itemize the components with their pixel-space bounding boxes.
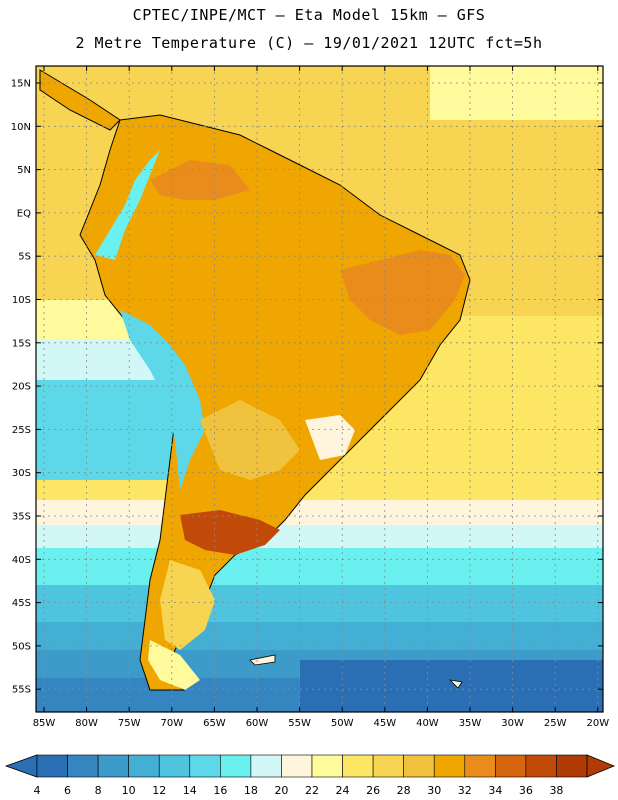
lat-label: 5S [18, 252, 31, 263]
colorbar-label: 18 [243, 784, 258, 797]
colorbar-label: 30 [427, 784, 442, 797]
colorbar-swatch [342, 754, 374, 778]
colorbar-swatch [495, 754, 527, 778]
colorbar-swatch [372, 754, 404, 778]
lat-label: 35S [12, 512, 31, 523]
lat-label: 20S [12, 382, 31, 393]
lon-label: 35W [459, 718, 482, 729]
lat-label: 45S [12, 598, 31, 609]
colorbar-swatch [281, 754, 313, 778]
colorbar-label: 26 [366, 784, 381, 797]
title-line-2: 2 Metre Temperature (C) – 19/01/2021 12U… [75, 34, 543, 52]
colorbar-label: 16 [213, 784, 228, 797]
map-frame [35, 65, 604, 713]
colorbar-label: 38 [549, 784, 564, 797]
lon-label: 45W [373, 718, 396, 729]
lat-label: 40S [12, 555, 31, 566]
lat-label: 15S [12, 338, 31, 349]
lat-label: 10S [12, 295, 31, 306]
colorbar-swatch [250, 754, 282, 778]
lat-label: 25S [12, 425, 31, 436]
colorbar-label: 4 [33, 784, 41, 797]
colorbar-label: 14 [182, 784, 197, 797]
colorbar-left-arrow [4, 754, 38, 778]
colorbar-label: 6 [64, 784, 72, 797]
colorbar-label: 12 [152, 784, 167, 797]
colorbar-swatch [189, 754, 221, 778]
lon-label: 50W [331, 718, 354, 729]
colorbar-right-arrow [586, 754, 616, 778]
colorbar-label: 28 [396, 784, 411, 797]
colorbar-swatch [525, 754, 557, 778]
colorbar-swatch [433, 754, 466, 778]
lon-label: 60W [246, 718, 269, 729]
colorbar-swatch [158, 754, 191, 778]
lat-label: 30S [12, 468, 31, 479]
longitude-labels: 85W 80W 75W 70W 65W 60W 55W 50W 45W 40W 35W 30W 25W 2… [33, 718, 610, 729]
colorbar-swatch [403, 754, 435, 778]
lon-label: 65W [203, 718, 226, 729]
title-line-1: CPTEC/INPE/MCT – Eta Model 15km – GFS [132, 6, 486, 24]
colorbar-swatch [97, 754, 129, 778]
colorbar-swatch [556, 754, 588, 778]
lon-label: 75W [118, 718, 141, 729]
colorbar-swatch [128, 754, 160, 778]
colorbar-swatch [464, 754, 496, 778]
colorbar-label: 20 [274, 784, 289, 797]
colorbar-label: 32 [457, 784, 472, 797]
colorbar-swatch [67, 754, 99, 778]
colorbar-swatch [36, 754, 68, 778]
temperature-field [36, 66, 603, 712]
lat-label: 10N [11, 122, 31, 133]
map-grid [36, 66, 603, 712]
colorbar-swatch [220, 754, 252, 778]
lon-label: 55W [288, 718, 311, 729]
colorbar-label: 22 [305, 784, 319, 797]
lon-label: 80W [75, 718, 98, 729]
colorbar-label: 10 [121, 784, 136, 797]
lon-label: 20W [586, 718, 609, 729]
colorbar-label: 8 [94, 784, 102, 797]
lon-label: 85W [33, 718, 56, 729]
lat-label: 5N [17, 165, 31, 176]
colorbar [4, 754, 616, 778]
lat-label: 50S [12, 641, 31, 652]
lat-label: 55S [12, 685, 31, 696]
lat-label: EQ [17, 208, 31, 219]
lon-label: 25W [544, 718, 567, 729]
axis-ticks [36, 66, 603, 712]
lat-label: 15N [11, 79, 31, 90]
colorbar-label: 36 [518, 784, 533, 797]
lon-label: 40W [416, 718, 439, 729]
latitude-labels: 15N 10N 5N EQ 5S 10S 15S 20S 25S 30S 35S 40S 45S 50S 5… [11, 79, 31, 696]
colorbar-label: 24 [335, 784, 350, 797]
colorbar-label: 34 [488, 784, 503, 797]
lon-label: 70W [160, 718, 183, 729]
colorbar-swatch [311, 754, 343, 778]
lon-label: 30W [501, 718, 524, 729]
